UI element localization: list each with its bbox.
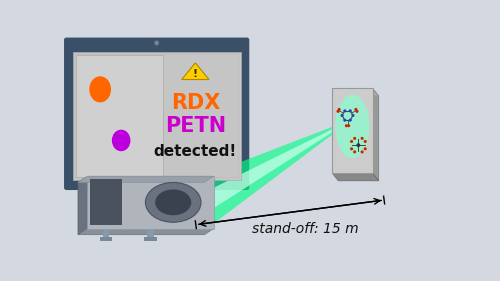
- Circle shape: [347, 124, 350, 127]
- Bar: [144, 237, 156, 241]
- Bar: [74, 54, 239, 178]
- Circle shape: [345, 124, 348, 127]
- Ellipse shape: [146, 182, 201, 222]
- Polygon shape: [332, 173, 378, 181]
- Polygon shape: [78, 228, 214, 235]
- Circle shape: [356, 110, 358, 113]
- Bar: [88, 176, 214, 228]
- Circle shape: [364, 140, 366, 143]
- Bar: [100, 237, 112, 241]
- Bar: [76, 55, 163, 177]
- Text: PETN: PETN: [165, 116, 226, 136]
- Bar: [103, 227, 110, 238]
- Circle shape: [360, 137, 364, 140]
- Bar: [72, 52, 241, 180]
- Ellipse shape: [90, 76, 111, 103]
- Bar: [90, 179, 122, 225]
- Ellipse shape: [155, 189, 192, 215]
- Circle shape: [364, 147, 366, 150]
- FancyBboxPatch shape: [64, 38, 250, 190]
- Polygon shape: [372, 89, 378, 181]
- Ellipse shape: [335, 95, 370, 158]
- Circle shape: [338, 108, 340, 111]
- Circle shape: [344, 119, 346, 122]
- Polygon shape: [78, 176, 214, 182]
- Polygon shape: [182, 63, 209, 80]
- Circle shape: [340, 114, 344, 117]
- Circle shape: [350, 140, 353, 143]
- Circle shape: [348, 119, 352, 122]
- Circle shape: [350, 147, 353, 150]
- Circle shape: [352, 114, 354, 117]
- Text: !: !: [193, 69, 198, 80]
- Circle shape: [360, 150, 364, 153]
- Polygon shape: [78, 176, 88, 235]
- Circle shape: [336, 110, 340, 113]
- Polygon shape: [332, 89, 378, 96]
- Circle shape: [356, 143, 360, 147]
- Ellipse shape: [112, 130, 130, 151]
- Circle shape: [154, 41, 159, 45]
- Circle shape: [353, 137, 356, 140]
- Circle shape: [354, 108, 358, 111]
- Polygon shape: [206, 129, 332, 213]
- Text: RDX: RDX: [170, 93, 220, 113]
- Polygon shape: [206, 127, 332, 229]
- Circle shape: [353, 150, 356, 153]
- Circle shape: [348, 109, 352, 112]
- Bar: [332, 89, 372, 173]
- FancyBboxPatch shape: [126, 203, 188, 214]
- Text: stand-off: 15 m: stand-off: 15 m: [252, 222, 359, 236]
- Bar: [148, 227, 154, 238]
- Circle shape: [344, 109, 346, 112]
- Bar: [145, 188, 169, 205]
- Text: detected!: detected!: [154, 144, 237, 159]
